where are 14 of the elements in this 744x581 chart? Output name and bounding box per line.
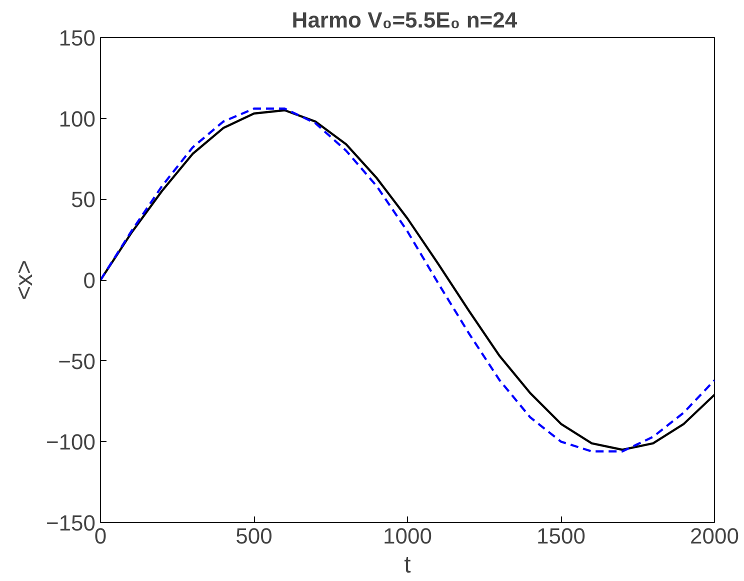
y-tick-label: 0 — [83, 268, 96, 293]
x-tick-label: 1500 — [536, 524, 586, 548]
y-tick-label: −150 — [46, 510, 96, 536]
y-tick-label: 50 — [71, 187, 96, 212]
y-axis-title: <x> — [10, 260, 38, 300]
chart-title: Harmo V₀=5.5E₀ n=24 — [292, 8, 518, 32]
y-tick-label: −100 — [46, 430, 96, 455]
y-tick-label: −50 — [58, 348, 96, 374]
y-tick-label: 100 — [58, 106, 96, 132]
x-axis-title: t — [404, 552, 412, 578]
x-tick-label: 500 — [236, 524, 272, 548]
y-tick-label: 150 — [58, 26, 96, 50]
x-tick-label: 2000 — [690, 524, 739, 548]
x-tick-label: 1000 — [383, 524, 432, 548]
